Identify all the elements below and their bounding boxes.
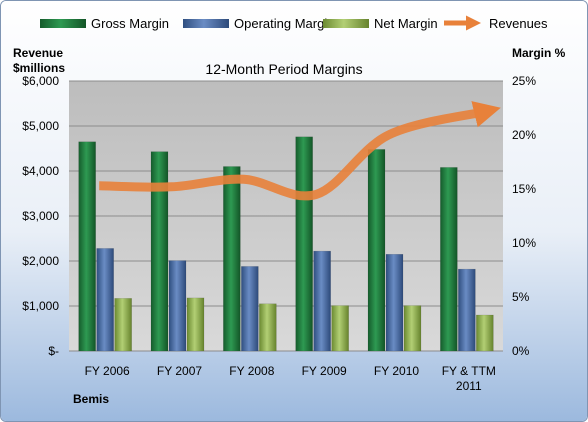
y-right-tick-label: 0% [512, 344, 530, 358]
bar-gross-margin [295, 136, 313, 352]
legend-label-gross-margin: Gross Margin [91, 16, 169, 31]
gridlines [69, 80, 503, 352]
legend-swatch-gross-margin [40, 19, 86, 28]
y-right-tick-label: 20% [512, 128, 536, 142]
bar-operating-margin [168, 260, 187, 352]
bar-gross-margin [150, 151, 169, 352]
y-right-tick-label: 5% [512, 290, 530, 304]
y-right-tick-label: 25% [512, 74, 536, 88]
revenue-line-path [99, 101, 501, 201]
y-right-tick-label: 15% [512, 182, 536, 196]
chart-title: 12-Month Period Margins [205, 61, 362, 77]
y-left-tick-label: $3,000 [22, 209, 59, 223]
x-tick-label: FY 2009 [302, 364, 347, 378]
bar-operating-margin [96, 248, 114, 352]
bar-net-margin [476, 314, 494, 352]
bar-gross-margin [223, 166, 241, 352]
bar-gross-margin [440, 167, 458, 352]
y-right-axis-title: Margin % [512, 46, 566, 60]
y-left-axis-title-line2: $millions [13, 61, 65, 75]
y-left-tick-label: $2,000 [22, 254, 59, 268]
bar-net-margin [331, 305, 349, 352]
axes: $- $1,000 $2,000 $3,000 $4,000 $5,000 $6,000 0%… [22, 74, 536, 393]
x-tick-label: FY 2010 [374, 364, 419, 378]
y-left-axis-title-line1: Revenue [13, 46, 63, 60]
company-label: Bemis [73, 392, 109, 406]
bar-net-margin [186, 297, 205, 352]
bar-operating-margin [241, 266, 259, 352]
y-left-tick-label: $1,000 [22, 299, 59, 313]
y-right-tick-label: 10% [512, 236, 536, 250]
y-left-tick-label: $5,000 [22, 119, 59, 133]
legend-label-operating-margin: Operating Margin [234, 16, 334, 31]
bars [78, 136, 494, 352]
x-tick-label: FY 2008 [229, 364, 274, 378]
bar-net-margin [403, 305, 422, 352]
bar-net-margin [259, 303, 277, 352]
x-tick-label: FY & TTM [442, 364, 496, 378]
legend-label-revenues: Revenues [489, 16, 548, 31]
x-tick-label: FY 2006 [85, 364, 130, 378]
bar-operating-margin [313, 250, 331, 352]
legend: Gross Margin Operating Margin Net Margin… [40, 15, 548, 31]
y-left-tick-label: $6,000 [22, 74, 59, 88]
revenue-line [99, 101, 501, 201]
bar-gross-margin [78, 141, 96, 352]
legend-swatch-operating-margin [183, 19, 229, 28]
bar-net-margin [114, 298, 132, 352]
legend-label-net-margin: Net Margin [374, 16, 438, 31]
bar-gross-margin [367, 149, 386, 352]
x-tick-label: FY 2007 [157, 364, 202, 378]
legend-swatch-net-margin [323, 19, 369, 28]
x-tick-label: 2011 [456, 379, 482, 393]
bar-operating-margin [458, 268, 476, 352]
bar-operating-margin [385, 254, 404, 352]
y-left-tick-label: $4,000 [22, 164, 59, 178]
y-left-tick-label: $- [48, 344, 59, 358]
